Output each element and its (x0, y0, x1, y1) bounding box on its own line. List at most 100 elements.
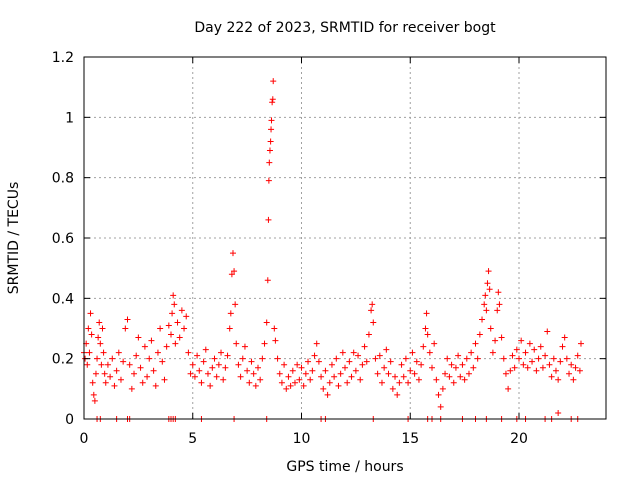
data-point (522, 349, 529, 356)
data-point (481, 301, 488, 308)
data-point (555, 409, 562, 416)
data-point (555, 376, 562, 383)
data-point (486, 286, 493, 293)
data-point (200, 358, 207, 365)
data-point (264, 277, 271, 284)
data-point (498, 334, 505, 341)
data-point (122, 325, 129, 332)
data-point (320, 385, 327, 392)
data-point (461, 376, 468, 383)
data-point (101, 370, 108, 377)
data-point (226, 325, 233, 332)
data-point (88, 331, 95, 338)
data-point (484, 280, 491, 287)
data-point (509, 352, 516, 359)
data-point (348, 373, 355, 380)
data-point (485, 268, 492, 275)
data-point (516, 355, 522, 362)
data-point (315, 358, 322, 365)
data-point (398, 361, 405, 368)
y-tick-label: 1 (65, 110, 74, 126)
data-point (84, 361, 91, 368)
data-point (394, 391, 401, 398)
data-point (270, 78, 277, 85)
data-point (111, 382, 118, 389)
scatter-points (81, 78, 584, 422)
data-point (131, 370, 138, 377)
data-point (161, 376, 168, 383)
data-point (548, 373, 555, 380)
data-point (542, 352, 549, 359)
data-point (518, 337, 525, 344)
data-point (198, 379, 205, 386)
data-point (269, 99, 276, 106)
data-point (368, 307, 375, 314)
x-tick-label: 5 (188, 431, 197, 447)
data-point (233, 340, 240, 347)
data-point (85, 325, 92, 332)
data-point (537, 343, 544, 350)
data-point (437, 403, 444, 410)
data-point (154, 349, 161, 356)
data-point (424, 331, 431, 338)
data-point (261, 340, 268, 347)
data-point (431, 340, 438, 347)
data-point (178, 307, 185, 314)
data-point (494, 307, 501, 314)
y-tick-label: 0.4 (52, 291, 74, 307)
data-point (209, 364, 216, 371)
data-point (266, 159, 273, 166)
data-point (311, 352, 318, 359)
data-point (511, 364, 518, 371)
data-point (246, 379, 253, 386)
data-point (561, 334, 568, 341)
data-point (331, 373, 338, 380)
data-point (389, 385, 396, 392)
data-point (411, 370, 418, 377)
data-point (213, 373, 220, 380)
data-point (117, 376, 124, 383)
data-point (232, 301, 239, 308)
data-point (574, 352, 581, 359)
data-point (546, 361, 553, 368)
data-point (89, 379, 96, 386)
data-point (577, 340, 584, 347)
data-point (268, 117, 275, 124)
data-point (529, 358, 536, 365)
data-point (305, 358, 312, 365)
data-point (357, 376, 364, 383)
data-point (137, 364, 144, 371)
data-point (448, 361, 455, 368)
data-point (533, 367, 540, 374)
grid (84, 57, 606, 419)
data-point (248, 358, 255, 365)
data-point (459, 361, 466, 368)
data-point (269, 96, 276, 103)
data-point (235, 361, 242, 368)
data-point (296, 376, 303, 383)
data-point (507, 367, 514, 374)
data-point (191, 373, 198, 380)
data-point (204, 370, 211, 377)
data-point (229, 250, 236, 257)
data-point (333, 355, 340, 362)
data-point (97, 340, 104, 347)
data-point (172, 340, 179, 347)
data-point (472, 340, 479, 347)
data-point (505, 385, 512, 392)
chart-title: Day 222 of 2023, SRMTID for receiver bog… (194, 20, 496, 36)
data-point (267, 138, 274, 145)
data-point (392, 373, 399, 380)
data-point (202, 346, 209, 353)
data-point (263, 319, 270, 326)
data-point (423, 310, 430, 317)
data-point (176, 334, 183, 341)
data-point (92, 370, 99, 377)
data-point (487, 325, 494, 332)
data-point (289, 367, 296, 374)
x-tick-label: 20 (510, 431, 528, 447)
data-point (539, 364, 546, 371)
data-point (170, 292, 177, 299)
